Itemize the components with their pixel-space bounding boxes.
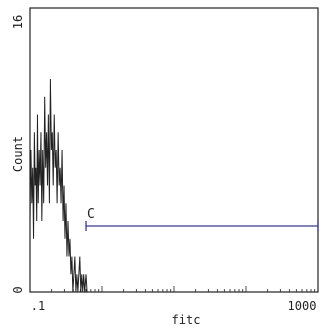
y-tick-label-max: 16 xyxy=(11,15,25,29)
plot-frame xyxy=(29,7,319,293)
x-axis-label: fitc xyxy=(172,313,201,327)
histogram-trace xyxy=(29,78,90,293)
y-tick-label-min: 0 xyxy=(11,286,25,293)
x-tick-label-max: 1000 xyxy=(288,299,317,313)
y-axis-label: Count xyxy=(11,136,25,172)
gate-label: C xyxy=(87,207,95,222)
x-tick-label-min: .1 xyxy=(31,299,45,313)
axis-ticks xyxy=(29,286,316,292)
